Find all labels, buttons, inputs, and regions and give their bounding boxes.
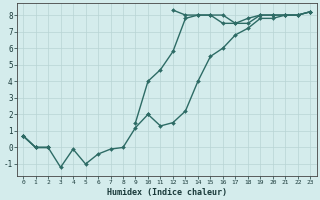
X-axis label: Humidex (Indice chaleur): Humidex (Indice chaleur) — [107, 188, 227, 197]
